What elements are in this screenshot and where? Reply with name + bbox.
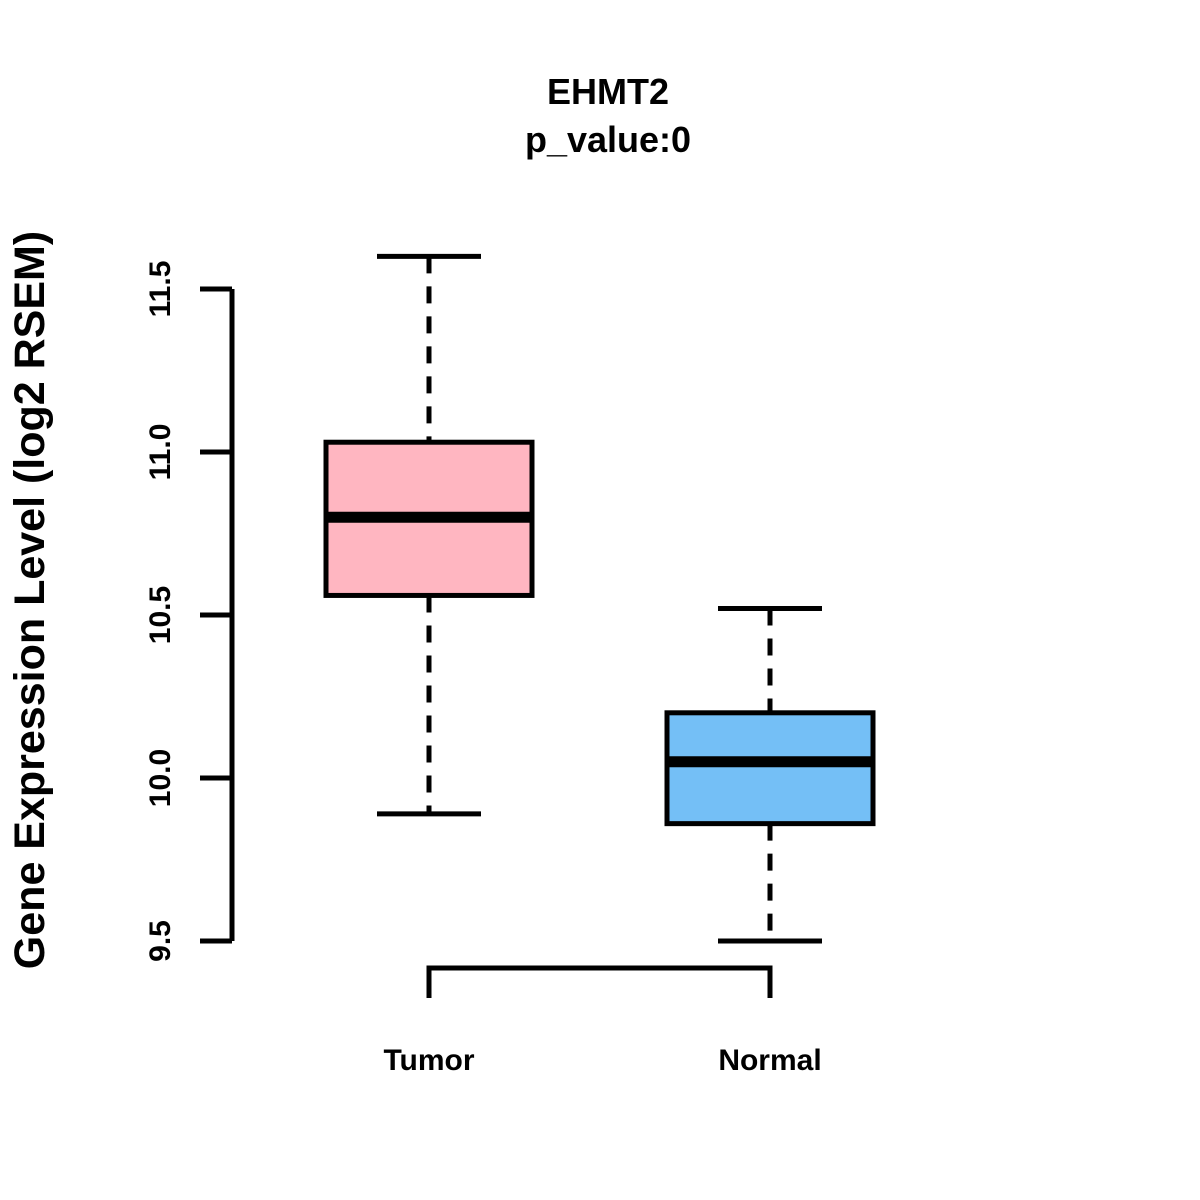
y-axis-tick-label: 11.0 xyxy=(144,424,177,481)
x-axis-line xyxy=(426,965,773,998)
x-axis-label-normal: Normal xyxy=(718,1044,821,1077)
chart-subtitle: p_value:0 xyxy=(525,119,691,160)
normal-box xyxy=(664,710,876,827)
y-axis-title: Gene Expression Level (log2 RSEM) xyxy=(6,231,54,969)
y-axis-tick-label: 11.5 xyxy=(144,261,177,318)
chart-title: EHMT2 xyxy=(547,71,669,112)
x-axis-label-tumor: Tumor xyxy=(383,1044,474,1077)
y-axis-tick-label: 9.5 xyxy=(144,920,177,962)
y-axis: 9.5 10.0 10.5 11.0 11.5 xyxy=(144,261,235,962)
x-axis: Tumor Normal xyxy=(383,965,822,1077)
y-axis-tick-label: 10.0 xyxy=(144,749,177,807)
box-series xyxy=(323,253,876,944)
y-axis-tick-label: 10.5 xyxy=(144,586,177,644)
